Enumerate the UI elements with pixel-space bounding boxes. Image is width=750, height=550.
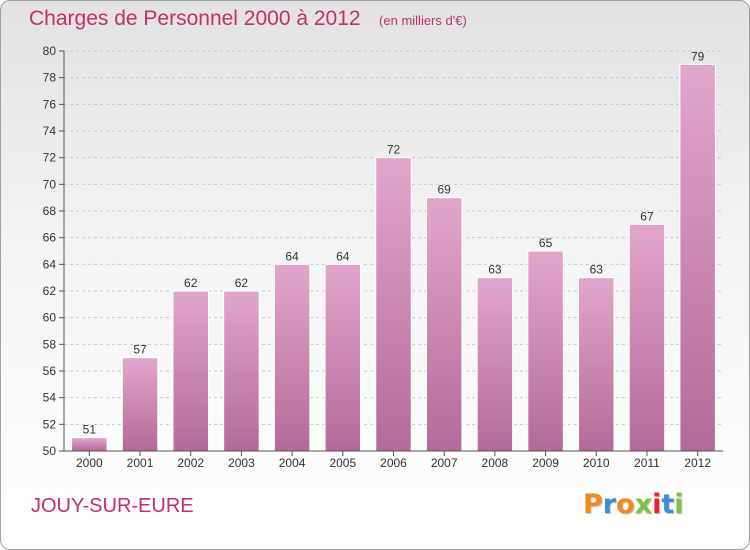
value-label-2003: 62 (235, 276, 249, 290)
x-tick-label-2003: 2003 (228, 456, 255, 470)
logo-letter: i (674, 489, 684, 520)
x-tick-label-2004: 2004 (279, 456, 306, 470)
bar-2006[interactable] (375, 157, 412, 452)
value-label-2012: 79 (691, 49, 705, 63)
y-tick-label: 64 (43, 257, 57, 271)
value-label-2010: 63 (590, 263, 604, 277)
logo-letter: r (602, 489, 617, 520)
bar-2009[interactable] (527, 250, 564, 452)
bar-2007[interactable] (425, 197, 463, 452)
logo-letter: i (652, 489, 662, 520)
x-tick-label-2012: 2012 (684, 456, 711, 470)
chart-title: Charges de Personnel 2000 à 2012 (29, 7, 361, 30)
x-tick-label-2008: 2008 (482, 456, 509, 470)
value-label-2004: 64 (285, 249, 299, 263)
title-row: Charges de Personnel 2000 à 2012 (en mil… (29, 7, 467, 31)
logo-letter: t (661, 489, 675, 520)
bar-2012[interactable] (679, 63, 716, 452)
x-tick-label-2005: 2005 (329, 456, 356, 470)
y-tick-label: 50 (43, 444, 57, 458)
value-label-2009: 65 (539, 236, 553, 250)
x-tick-label-2000: 2000 (76, 456, 103, 470)
x-tick-label-2009: 2009 (532, 456, 559, 470)
y-tick-label: 58 (43, 337, 57, 351)
value-label-2006: 72 (387, 143, 401, 157)
y-tick-label: 68 (43, 204, 57, 218)
bar-2002[interactable] (172, 290, 209, 452)
proxiti-logo[interactable]: Proxiti (583, 489, 684, 520)
y-tick-label: 66 (43, 231, 57, 245)
x-tick-label-2006: 2006 (380, 456, 407, 470)
bar-layer: 51 57 62 62 64 64 72 69 63 65 63 67 79 (71, 49, 716, 452)
value-label-2000: 51 (83, 423, 97, 437)
commune-name: JOUY-SUR-EURE (31, 495, 194, 517)
x-tick-label-2007: 2007 (431, 456, 458, 470)
y-tick-label: 76 (43, 97, 57, 111)
bar-2005[interactable] (324, 263, 362, 452)
y-tick-label: 78 (43, 71, 57, 85)
bar-2003[interactable] (223, 290, 260, 452)
x-tick-label-2002: 2002 (177, 456, 204, 470)
x-tick-label-2010: 2010 (583, 456, 610, 470)
bar-2011[interactable] (628, 223, 666, 452)
logo-letter: x (634, 489, 653, 520)
bar-2008[interactable] (476, 277, 514, 452)
y-tick-label: 62 (43, 284, 57, 298)
bar-2004[interactable] (273, 263, 311, 452)
x-tick-label-2011: 2011 (634, 456, 660, 470)
bar-2010[interactable] (578, 277, 615, 452)
value-label-2002: 62 (184, 276, 198, 290)
logo-letter: o (616, 489, 635, 520)
value-label-2008: 63 (488, 263, 502, 277)
value-label-2001: 57 (133, 343, 147, 357)
bar-2000[interactable] (71, 437, 108, 452)
y-tick-label: 74 (43, 124, 57, 138)
value-label-2005: 64 (336, 249, 350, 263)
axis-layer: 50 52 54 56 58 60 62 64 66 68 70 72 74 76 78 80 2000 2001… (43, 44, 723, 470)
value-label-2011: 67 (640, 209, 654, 223)
y-tick-label: 56 (43, 364, 57, 378)
bar-2001[interactable] (121, 357, 159, 452)
y-tick-label: 80 (43, 44, 57, 58)
y-tick-label: 54 (43, 391, 57, 405)
x-tick-label-2001: 2001 (127, 456, 154, 470)
chart-subtitle: (en milliers d'€) (379, 13, 467, 28)
value-label-2007: 69 (438, 183, 452, 197)
y-tick-label: 70 (43, 177, 57, 191)
y-tick-label: 52 (43, 417, 57, 431)
y-tick-label: 60 (43, 311, 57, 325)
y-tick-label: 72 (43, 151, 57, 165)
logo-letter: P (583, 489, 603, 520)
